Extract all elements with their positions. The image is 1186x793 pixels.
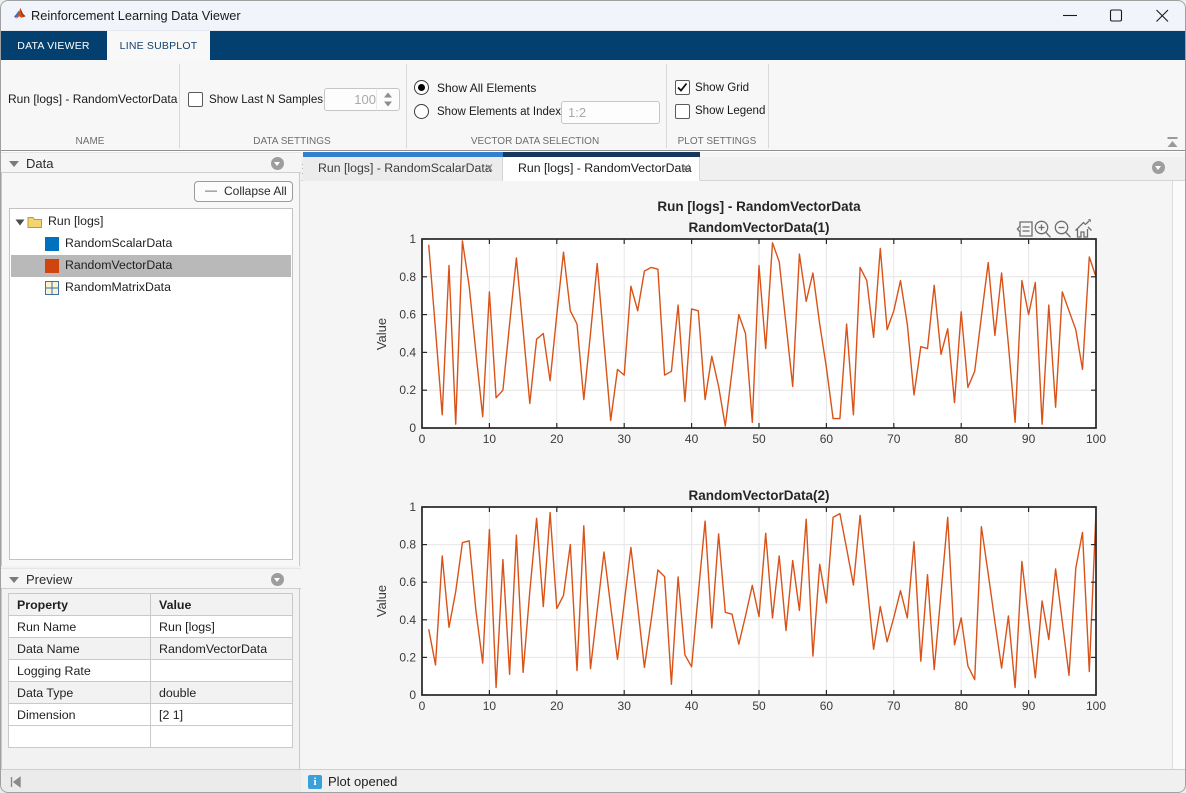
svg-text:0.8: 0.8 xyxy=(399,538,416,552)
svg-text:0.4: 0.4 xyxy=(399,345,416,359)
svg-text:0.2: 0.2 xyxy=(399,650,416,664)
svg-text:Value: Value xyxy=(374,585,389,617)
svg-text:0: 0 xyxy=(419,699,426,713)
svg-text:100: 100 xyxy=(1086,432,1106,446)
svg-text:30: 30 xyxy=(618,432,632,446)
svg-text:RandomVectorData(2): RandomVectorData(2) xyxy=(688,488,829,503)
svg-text:20: 20 xyxy=(550,699,564,713)
svg-text:0.6: 0.6 xyxy=(399,308,416,322)
svg-text:60: 60 xyxy=(820,432,834,446)
svg-text:0.8: 0.8 xyxy=(399,270,416,284)
svg-text:80: 80 xyxy=(955,699,969,713)
svg-text:40: 40 xyxy=(685,699,699,713)
svg-text:Value: Value xyxy=(374,318,389,350)
svg-text:50: 50 xyxy=(752,699,766,713)
svg-text:60: 60 xyxy=(820,699,834,713)
svg-text:10: 10 xyxy=(483,699,497,713)
svg-text:RandomVectorData(1): RandomVectorData(1) xyxy=(688,220,829,235)
svg-text:70: 70 xyxy=(887,699,901,713)
svg-text:0.4: 0.4 xyxy=(399,613,416,627)
svg-text:0.6: 0.6 xyxy=(399,575,416,589)
svg-text:0: 0 xyxy=(409,421,416,435)
svg-text:0.2: 0.2 xyxy=(399,383,416,397)
svg-text:0: 0 xyxy=(409,688,416,702)
svg-text:30: 30 xyxy=(618,699,632,713)
svg-text:20: 20 xyxy=(550,432,564,446)
svg-text:0: 0 xyxy=(419,432,426,446)
svg-text:100: 100 xyxy=(1086,699,1106,713)
svg-text:10: 10 xyxy=(483,432,497,446)
svg-text:50: 50 xyxy=(752,432,766,446)
svg-text:Run [logs] - RandomVectorData: Run [logs] - RandomVectorData xyxy=(657,199,861,214)
svg-text:1: 1 xyxy=(409,232,416,246)
svg-text:90: 90 xyxy=(1022,432,1036,446)
svg-text:40: 40 xyxy=(685,432,699,446)
svg-text:70: 70 xyxy=(887,432,901,446)
svg-text:1: 1 xyxy=(409,500,416,514)
svg-text:80: 80 xyxy=(955,432,969,446)
svg-text:90: 90 xyxy=(1022,699,1036,713)
